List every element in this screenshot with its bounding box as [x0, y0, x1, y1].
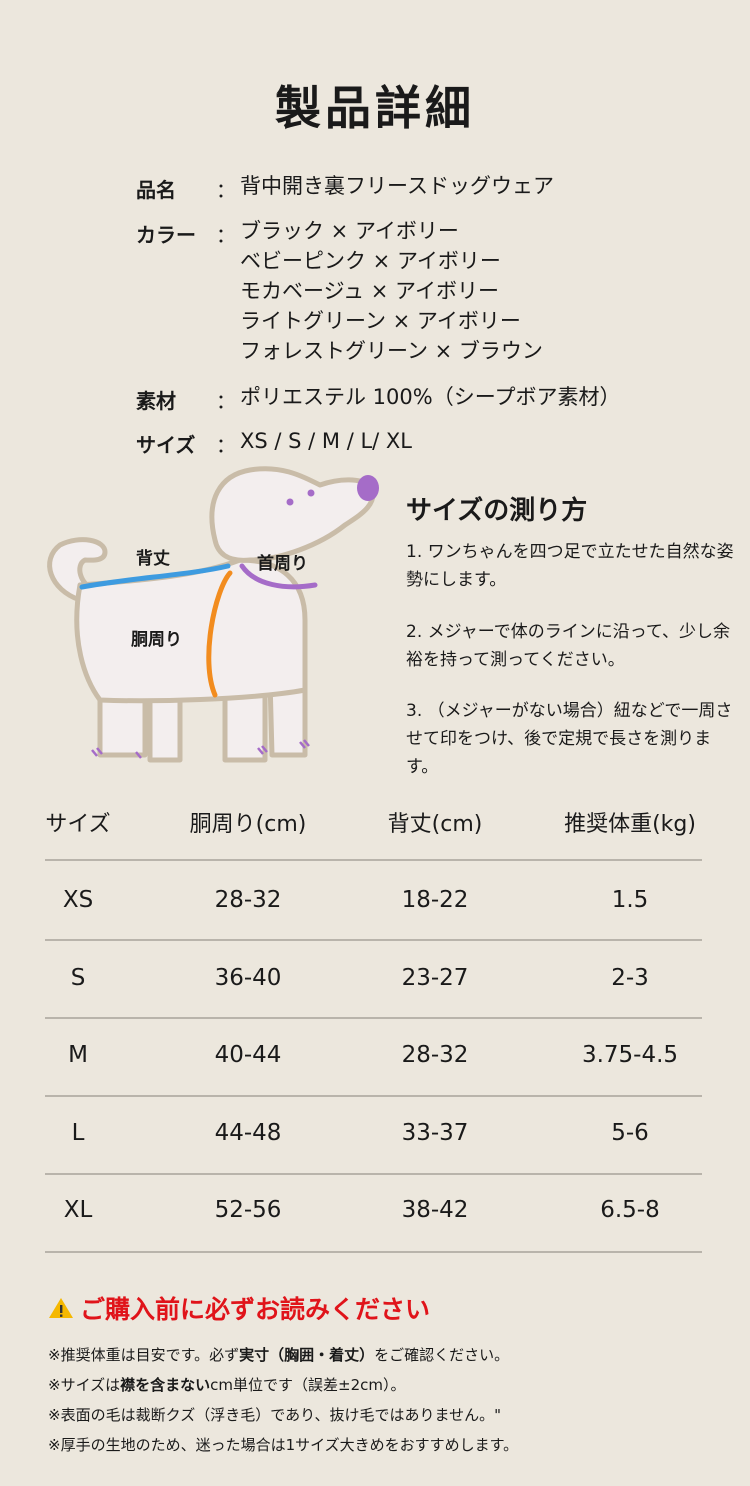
spec-value-material: ポリエステル 100%（シープボア素材）	[240, 385, 621, 409]
spec-value-colors: ブラック × アイボリー ベビーピンク × アイボリー モカベージュ × アイボ…	[240, 216, 543, 366]
spec-label-material: 素材	[136, 389, 176, 413]
label-girth: 胴周り	[131, 630, 182, 650]
table-cell: 5-6	[611, 1119, 649, 1146]
colon: ：	[216, 389, 236, 413]
back-length-line	[79, 563, 231, 590]
table-cell: 1.5	[611, 887, 649, 913]
note-text: ※サイズは	[48, 1376, 121, 1394]
table-cell: XL	[63, 1197, 93, 1223]
dog-eye	[286, 498, 294, 506]
howto-step: 1. ワンちゃんを四つ足で立たせた自然な姿勢にします。	[406, 542, 734, 590]
notice-title: ご購入前に必ずお読みください	[48, 1290, 430, 1326]
divider	[45, 1095, 702, 1097]
warning-icon	[49, 1298, 73, 1318]
divider	[45, 1173, 702, 1175]
howto-step: 3. （メジャーがない場合）紐などで一周させて印をつけ、後で定規で長さを測ります…	[406, 701, 733, 777]
note-text: をご確認ください。	[374, 1346, 510, 1364]
table-cell: XS	[62, 887, 94, 913]
table-cell: 33-37	[401, 1119, 469, 1146]
label-neck: 首周り	[257, 554, 308, 574]
note: ※厚手の生地のため、迷った場合は1サイズ大きめをおすすめします。	[48, 1436, 519, 1454]
color-option: フォレストグリーン × ブラウン	[240, 339, 543, 363]
table-cell: M	[68, 1042, 88, 1068]
table-cell: 6.5-8	[600, 1197, 660, 1223]
page-title: 製品詳細	[275, 81, 475, 135]
spec-label-color: カラー	[136, 223, 196, 247]
dog-eye	[307, 489, 315, 497]
table-cell: L	[71, 1119, 85, 1146]
divider	[45, 1251, 702, 1253]
table-cell: 52-56	[214, 1197, 282, 1223]
note: ※サイズは襟を含まないcm単位です（誤差±2cm）。	[48, 1374, 405, 1395]
divider	[45, 939, 702, 941]
dog-measurement-diagram	[47, 466, 379, 763]
spec-value-name: 背中開き裏フリースドッグウェア	[240, 174, 554, 198]
note-text: ※推奨体重は目安です。必ず	[48, 1346, 240, 1364]
color-option: ブラック × アイボリー	[240, 219, 459, 243]
table-cell: S	[70, 964, 86, 991]
divider	[45, 1017, 702, 1019]
table-cell: 44-48	[214, 1119, 282, 1146]
howto-title: サイズの測り方	[406, 496, 588, 526]
label-back-length: 背丈	[136, 549, 170, 569]
divider	[45, 859, 702, 861]
note: ※表面の毛は裁断クズ（浮き毛）であり、抜け毛ではありません。"	[48, 1406, 501, 1424]
table-header: 背丈(cm)	[387, 812, 483, 837]
colon: ：	[216, 223, 236, 247]
howto-step: 2. メジャーで体のラインに沿って、少し余裕を持って測ってください。	[406, 622, 731, 670]
table-header: 胴周り(cm)	[189, 812, 307, 837]
dog-head	[209, 466, 376, 563]
spec-value-size: XS / S / M / L/ XL	[240, 429, 412, 453]
notice-title-text: ご購入前に必ずお読みください	[80, 1295, 431, 1324]
table-cell: 28-32	[214, 887, 282, 913]
note-text: cm単位です（誤差±2cm）。	[210, 1376, 406, 1394]
note-bold: 実寸（胸囲・着丈）	[239, 1346, 375, 1364]
note-bold: 襟を含まない	[120, 1376, 211, 1394]
table-header: サイズ	[45, 812, 111, 837]
table-header: 推奨体重(kg)	[564, 812, 696, 837]
colon: ：	[216, 178, 236, 202]
girth-line	[206, 570, 233, 698]
table-cell: 3.75-4.5	[581, 1042, 679, 1068]
spec-label-size: サイズ	[136, 433, 196, 457]
table-cell: 2-3	[611, 964, 649, 991]
color-option: モカベージュ × アイボリー	[240, 279, 500, 303]
neck-line	[239, 563, 318, 590]
dog-tail	[47, 537, 108, 603]
color-option: ライトグリーン × アイボリー	[240, 309, 521, 333]
colon: ：	[216, 433, 236, 457]
dog-nose	[357, 475, 379, 501]
table-cell: 18-22	[401, 887, 469, 913]
color-option: ベビーピンク × アイボリー	[240, 249, 501, 273]
table-cell: 38-42	[401, 1197, 469, 1223]
table-cell: 36-40	[214, 964, 282, 991]
table-cell: 40-44	[214, 1042, 282, 1068]
table-cell: 28-32	[401, 1042, 469, 1068]
spec-label-name: 品名	[136, 178, 176, 202]
note: ※推奨体重は目安です。必ず実寸（胸囲・着丈）をご確認ください。	[48, 1344, 509, 1365]
table-cell: 23-27	[401, 964, 469, 991]
paw-marks	[91, 739, 310, 759]
